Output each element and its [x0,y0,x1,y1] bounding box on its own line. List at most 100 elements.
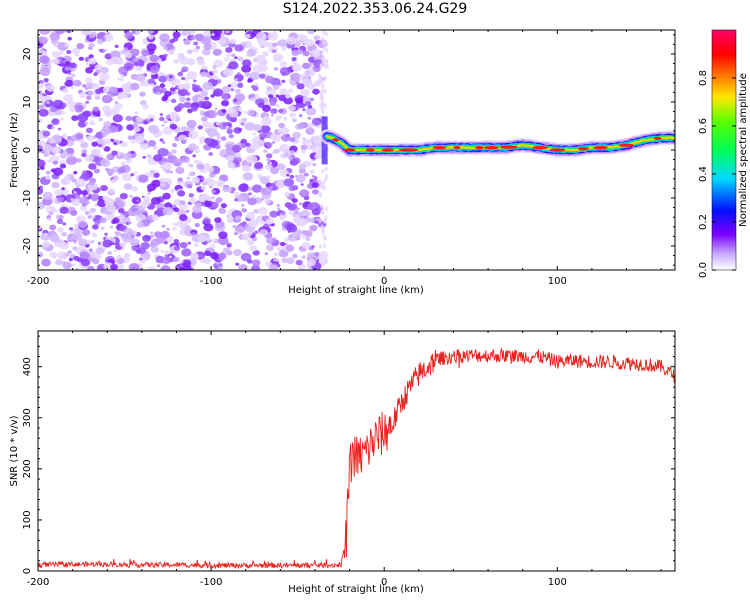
noise-speckle [298,202,302,205]
noise-speckle [153,132,160,138]
noise-speckle [213,88,224,97]
noise-speckle [296,34,308,43]
noise-speckle [49,233,60,243]
noise-speckle [321,60,325,66]
noise-speckle [325,31,328,37]
noise-speckle [320,92,324,98]
noise-speckle [199,140,204,145]
noise-speckle [177,71,184,77]
noise-speckle [89,248,93,252]
noise-speckle [241,204,245,207]
noise-speckle [221,93,229,100]
noise-speckle [139,257,143,261]
noise-speckle [280,210,286,215]
noise-speckle [231,144,242,153]
noise-speckle [125,115,133,122]
noise-speckle [101,94,113,104]
noise-speckle [130,173,135,177]
noise-speckle [277,115,283,119]
noise-speckle [146,154,152,159]
noise-speckle [248,192,252,196]
heatmap-x-tick-label: 0 [381,276,387,287]
noise-speckle [117,166,126,174]
noise-speckle [241,208,247,213]
noise-speckle [124,31,134,40]
noise-speckle [131,30,136,34]
noise-speckle [188,171,195,177]
noise-speckle [93,72,98,76]
noise-speckle [259,65,268,72]
noise-speckle [276,208,281,211]
noise-speckle [305,145,312,150]
noise-speckle [45,100,50,105]
noise-speckle [295,174,306,183]
noise-speckle [291,57,297,62]
noise-speckle [130,140,136,144]
noise-speckle [104,197,115,206]
noise-speckle [204,128,208,132]
noise-speckle [252,64,264,73]
noise-speckle [292,131,301,139]
noise-speckle [133,207,139,212]
noise-speckle [67,36,72,41]
noise-speckle [48,137,56,144]
noise-speckle [318,179,322,185]
noise-speckle [264,198,272,204]
noise-speckle [117,87,124,93]
noise-speckle [119,242,127,248]
noise-speckle [103,146,111,152]
noise-speckle [226,128,233,134]
noise-speckle [157,147,169,157]
noise-speckle [212,74,219,80]
noise-speckle [320,204,324,210]
noise-speckle [324,259,328,265]
noise-speckle [212,49,221,56]
noise-speckle [311,117,322,126]
noise-speckle [266,142,273,148]
noise-speckle [230,88,235,92]
noise-speckle [191,176,200,184]
noise-speckle [140,143,149,150]
noise-speckle [169,255,173,258]
noise-speckle [210,252,220,260]
noise-speckle [127,135,134,140]
noise-speckle [276,163,286,171]
noise-speckle [73,223,80,229]
noise-speckle [306,258,317,267]
noise-speckle [179,242,188,249]
noise-speckle [247,155,258,164]
noise-speckle [185,82,191,87]
noise-speckle [61,232,67,237]
noise-speckle [199,254,203,258]
noise-speckle [117,258,125,264]
noise-speckle [252,249,260,256]
noise-speckle [197,96,203,101]
noise-speckle [146,183,157,192]
noise-speckle [94,219,101,225]
noise-speckle [173,239,179,244]
noise-speckle [162,126,173,135]
ridge-peak [398,148,419,152]
noise-speckle [301,242,311,249]
noise-speckle [62,222,67,226]
noise-speckle [301,210,311,218]
colorbar-label: Normalized spectral amplitude [738,73,749,227]
noise-speckle [121,247,125,251]
noise-speckle [60,177,71,185]
noise-speckle [51,118,60,126]
noise-speckle [256,31,267,41]
noise-speckle [173,222,178,227]
noise-speckle [142,104,149,110]
noise-speckle [247,109,256,117]
noise-speckle [112,217,120,224]
noise-speckle [88,42,95,48]
noise-speckle [231,53,236,58]
noise-speckle [108,173,112,176]
noise-speckle [234,88,241,94]
noise-speckle [264,252,268,255]
noise-speckle [38,94,45,101]
noise-speckle [84,154,95,162]
heatmap-x-tick-label: -100 [200,276,223,287]
noise-speckle [153,154,163,162]
noise-speckle [319,244,322,250]
